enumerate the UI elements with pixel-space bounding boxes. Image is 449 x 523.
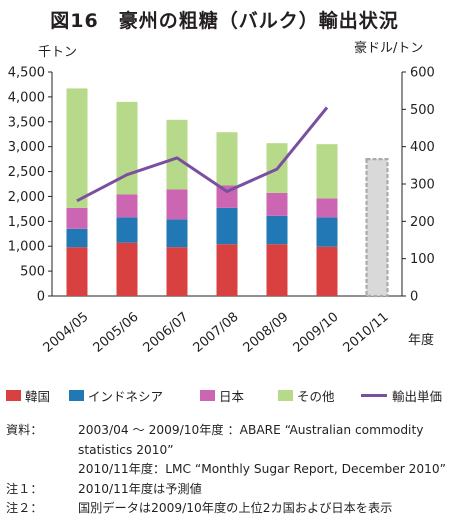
bar-segment (166, 247, 188, 296)
left-tick-label: 3,500 (8, 115, 45, 130)
left-tick-label: 3,000 (8, 140, 45, 155)
source-line-1: 2003/04 ～ 2009/10年度 ：ABARE “Australian c… (78, 423, 424, 437)
left-tick-label: 2,000 (8, 190, 45, 205)
legend-item: 韓国 (6, 386, 50, 405)
right-tick-label: 600 (410, 66, 435, 81)
bar-segment (216, 207, 238, 245)
price-line (76, 106, 329, 203)
legend-label: 輸出単価 (392, 389, 443, 404)
x-tick-label: 2010/11 (341, 310, 392, 356)
left-tick-label: 1,000 (8, 240, 45, 255)
chart-plot: 0 500 1,000 1,500 2,000 2,500 3,000 3,500 4,000 4… (8, 40, 435, 356)
forecast-bar (365, 158, 389, 298)
x-tick-label: 2005/06 (91, 310, 142, 356)
legend-swatch (278, 390, 293, 401)
left-tick-label: 4,000 (8, 90, 45, 105)
left-tick-label: 500 (20, 265, 45, 280)
bar-segment (216, 132, 238, 186)
bar-segment (216, 244, 238, 296)
note-1: 2010/11年度は予測値 (78, 481, 202, 496)
note-1-label: 注１： (6, 481, 43, 496)
x-tick-label: 2006/07 (141, 310, 192, 356)
legend-label: 韓国 (25, 389, 51, 404)
note-2-label: 注２： (6, 501, 43, 515)
legend-item: 日本 (200, 386, 244, 405)
note-2-row: 注２： 国別データは2009/10年度の上位2カ国および日本を表示 (6, 499, 446, 519)
bar-segment (266, 215, 288, 245)
note-1-row: 注１： 2010/11年度は予測値 (6, 480, 446, 500)
legend: 韓国 インドネシア 日本 その他 輸出単価 (6, 386, 446, 408)
bar-segment (66, 247, 88, 296)
right-tick-label: 300 (410, 178, 435, 193)
source-label: 資料： (6, 423, 43, 437)
bar-segment (316, 217, 338, 247)
note-2: 国別データは2009/10年度の上位2カ国および日本を表示 (78, 501, 393, 515)
bar-segment (116, 101, 138, 195)
left-tick-label: 2,500 (8, 165, 45, 180)
legend-item: インドネシア (69, 386, 163, 405)
source-row: 資料： 2003/04 ～ 2009/10年度 ：ABARE “Australi… (6, 421, 446, 441)
legend-swatch (6, 390, 21, 401)
bar-segment (66, 228, 88, 248)
x-tick-label: 2007/08 (191, 310, 242, 356)
chart-title: 図16 豪州の粗糖（バルク）輸出状況 (50, 10, 399, 32)
right-tick-label: 200 (410, 215, 435, 230)
legend-label: インドネシア (88, 389, 164, 404)
legend-swatch (200, 390, 215, 401)
bar-segment (116, 217, 138, 243)
source-line-3: 2010/11年度：LMC “Monthly Sugar Report, Dec… (78, 462, 446, 476)
bar-segment (216, 185, 238, 208)
bar-segment (166, 219, 188, 248)
notes: 資料： 2003/04 ～ 2009/10年度 ：ABARE “Australi… (6, 421, 446, 519)
bar-segment (66, 207, 88, 229)
bar-segment (66, 88, 88, 208)
legend-item: 輸出単価 (361, 386, 442, 405)
right-tick-label: 100 (410, 252, 435, 267)
legend-item: その他 (278, 386, 335, 405)
legend-line-swatch (361, 394, 387, 397)
x-tick-label: 2009/10 (291, 310, 342, 356)
x-axis-title: 年度 (408, 332, 434, 348)
source-line-2: statistics 2010” (78, 442, 174, 457)
x-tick-label: 2008/09 (241, 310, 292, 356)
bar-segment (316, 246, 338, 296)
right-tick-label: 0 (410, 290, 418, 305)
left-axis-title: 千トン (38, 45, 77, 60)
right-axis-title: 豪ドル/トン (354, 40, 423, 56)
legend-label: 日本 (219, 389, 245, 404)
left-tick-label: 0 (37, 290, 45, 305)
legend-swatch (69, 390, 84, 401)
right-tick-label: 400 (410, 140, 435, 155)
bar-segment (316, 144, 338, 199)
x-tick-label: 2004/05 (41, 310, 92, 356)
left-tick-label: 4,500 (8, 66, 45, 81)
legend-label: その他 (297, 389, 335, 404)
bar-segment (316, 198, 338, 218)
bar-segment (266, 244, 288, 296)
bar-segment (166, 189, 188, 220)
bar-segment (116, 194, 138, 218)
right-tick-label: 500 (410, 103, 435, 118)
bar-segment (266, 192, 288, 216)
bar-segment (116, 242, 138, 296)
bar-segment (166, 119, 188, 190)
left-tick-label: 1,500 (8, 215, 45, 230)
